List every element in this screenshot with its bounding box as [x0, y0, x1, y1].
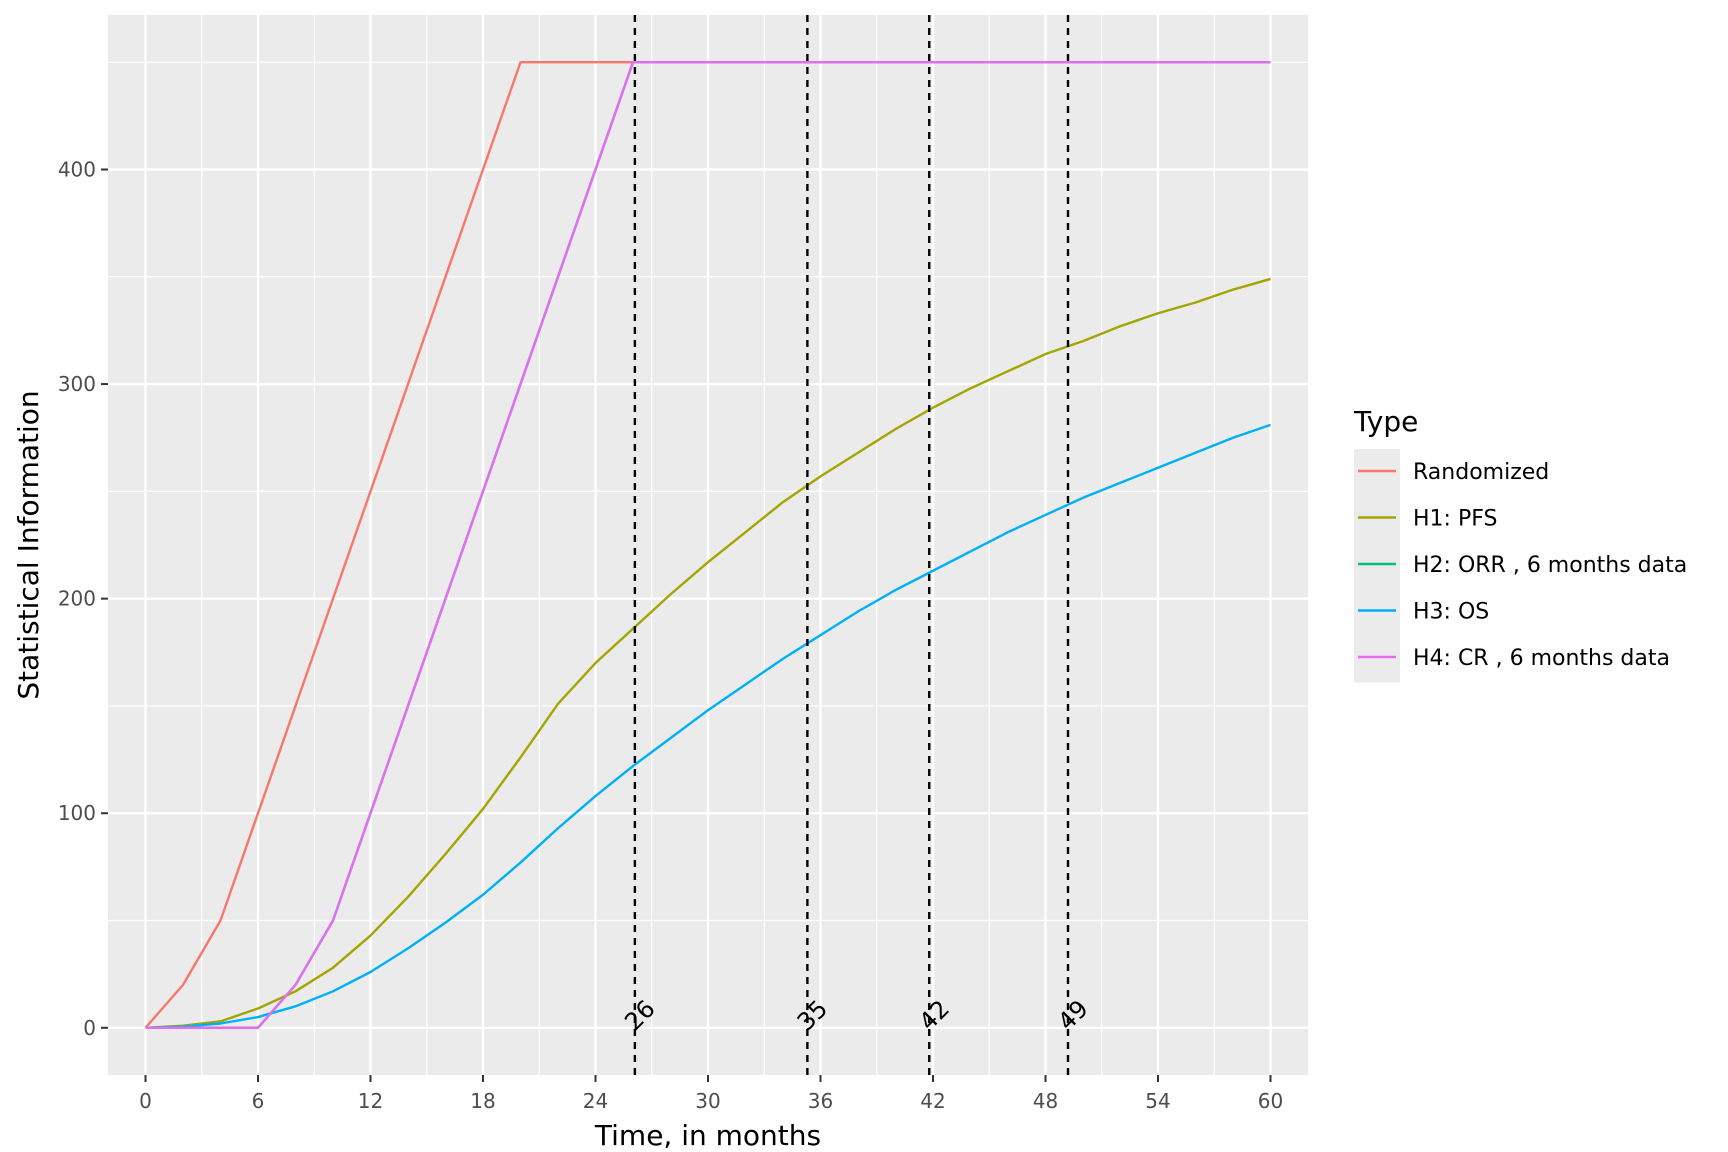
y-tick-label: 0 [83, 1016, 96, 1040]
x-tick-label: 24 [583, 1089, 608, 1113]
legend-label-4: H3: OS [1413, 600, 1489, 625]
x-tick-label: 48 [1033, 1089, 1058, 1113]
series-line-4 [145, 423, 1271, 1029]
x-tick-label: 60 [1258, 1089, 1283, 1113]
x-axis-title: Time, in months [594, 1119, 821, 1152]
x-tick-label: 6 [252, 1089, 265, 1113]
legend: Type Randomized H1: PFS H2: ORR , 6 months… [1353, 405, 1687, 683]
series-line-5 [145, 61, 1271, 1029]
y-axis-title: Statistical Information [12, 390, 45, 699]
x-tick-label: 54 [1145, 1089, 1170, 1113]
y-tick-label: 400 [58, 157, 96, 181]
legend-key-background [1354, 449, 1400, 683]
series-layer [144, 61, 1271, 1029]
legend-label-2: H1: PFS [1413, 507, 1497, 532]
x-tick-label: 18 [470, 1089, 495, 1113]
x-tick-label: 12 [358, 1089, 383, 1113]
y-tick-label: 200 [58, 587, 96, 611]
major-grid [108, 15, 1308, 1075]
legend-label-1: Randomized [1413, 460, 1549, 485]
y-tick-label: 100 [58, 801, 96, 825]
x-tick-label: 42 [920, 1089, 945, 1113]
series-line-2 [145, 277, 1271, 1029]
x-tick-label: 0 [139, 1089, 152, 1113]
x-tick-label: 30 [695, 1089, 720, 1113]
legend-label-3: H2: ORR , 6 months data [1413, 553, 1687, 578]
legend-title: Type [1353, 405, 1418, 438]
y-axis: 0 100 200 300 400 [58, 157, 108, 1040]
x-axis: 0 6 12 18 24 30 36 42 48 54 60 [139, 1075, 1283, 1113]
legend-label-5: H4: CR , 6 months data [1413, 646, 1670, 671]
x-tick-label: 36 [808, 1089, 833, 1113]
y-tick-label: 300 [58, 372, 96, 396]
